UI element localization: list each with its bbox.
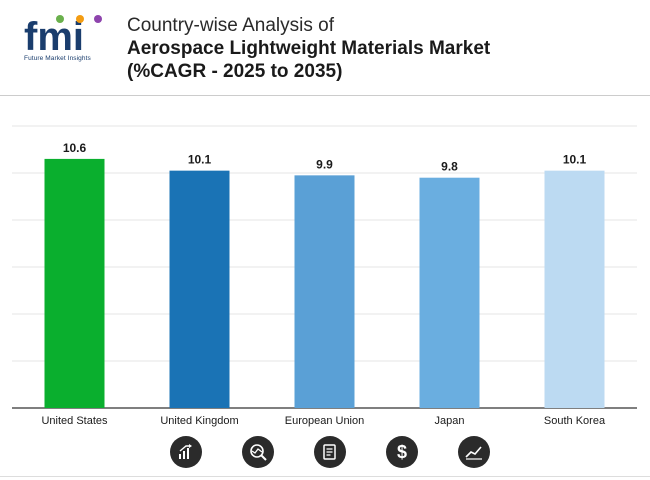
logo-text: fmi (24, 15, 84, 56)
x-tick-label: United Kingdom (160, 415, 238, 427)
header-divider (0, 95, 650, 96)
title-line-1: Country-wise Analysis of (127, 15, 334, 36)
title-line-2: Aerospace Lightweight Materials Market (127, 38, 491, 59)
title-line-3: (%CAGR - 2025 to 2035) (127, 61, 343, 82)
footer-icons: $ (0, 436, 650, 472)
x-tick-label: South Korea (544, 415, 606, 427)
bar-chart: 10.6 United States 10.1 United Kingdom 9.9 Eu… (0, 96, 650, 430)
bar-european-union (294, 175, 355, 408)
chart-title: Country-wise Analysis of Aerospace Light… (127, 14, 627, 83)
logo-tagline: Future Market Insights (24, 55, 91, 62)
data-label: 10.6 (63, 141, 87, 155)
x-tick-label: Japan (435, 415, 465, 427)
bar-united-kingdom (169, 170, 230, 408)
data-label: 10.1 (188, 153, 212, 167)
analysis-icon (242, 436, 274, 468)
bar-united-states (44, 158, 105, 408)
bar-japan (419, 177, 480, 408)
header: fmi Future Market Insights Country-wise … (0, 0, 650, 95)
x-tick-label: European Union (285, 415, 365, 427)
x-tick-label: United States (41, 415, 108, 427)
data-label: 10.1 (563, 153, 587, 167)
chart-svg: 10.6 United States 10.1 United Kingdom 9.9 Eu… (12, 125, 637, 427)
trend-icon (458, 436, 490, 468)
bar-south-korea (544, 170, 605, 408)
document-icon (314, 436, 346, 468)
footer-divider (0, 476, 650, 477)
fmi-logo: fmi (22, 12, 112, 72)
svg-text:$: $ (397, 442, 407, 462)
data-label: 9.9 (316, 157, 333, 171)
growth-chart-icon (170, 436, 202, 468)
dollar-icon: $ (386, 436, 418, 468)
data-label: 9.8 (441, 160, 458, 174)
